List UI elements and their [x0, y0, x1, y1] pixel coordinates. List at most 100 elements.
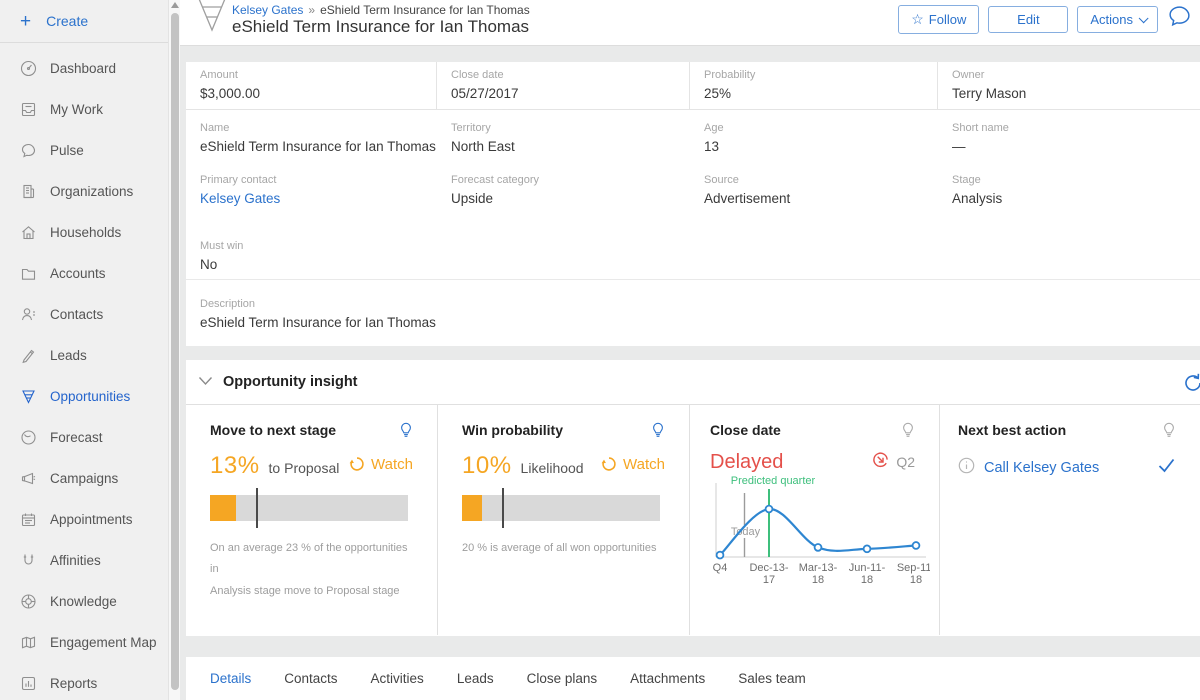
svg-text:17: 17 [763, 574, 775, 586]
star-icon: ☆ [911, 10, 924, 27]
average-marker [255, 488, 258, 528]
create-button[interactable]: + Create [0, 0, 180, 43]
info-icon[interactable] [958, 457, 975, 479]
sidebar-item-my-work[interactable]: My Work [0, 89, 180, 130]
watch-button[interactable]: Watch [600, 455, 665, 473]
sidebar-item-label: Households [50, 225, 122, 240]
win-probability-percent: 10% [462, 452, 512, 479]
average-marker [501, 488, 504, 528]
sidebar-item-appointments[interactable]: Appointments [0, 499, 180, 540]
chevron-down-icon [1138, 12, 1149, 23]
tab-contacts[interactable]: Contacts [284, 671, 338, 686]
breadcrumb-current: eShield Term Insurance for Ian Thomas [320, 3, 530, 17]
plus-icon: + [20, 10, 32, 32]
my-work-icon [20, 101, 37, 118]
sidebar-item-households[interactable]: Households [0, 212, 180, 253]
breadcrumb-link[interactable]: Kelsey Gates [232, 3, 304, 17]
tab-sales-team[interactable]: Sales team [738, 671, 806, 686]
insight-title: Opportunity insight [223, 374, 358, 390]
actions-button[interactable]: Actions [1077, 5, 1158, 33]
win-caption: 20 % is average of all won opportunities [462, 542, 657, 554]
field-forecast-category: Forecast category Upside [451, 174, 540, 206]
delayed-arrow-icon [871, 450, 890, 474]
sidebar-item-label: Leads [50, 348, 87, 363]
sidebar-item-label: Opportunities [50, 389, 131, 404]
chat-icon[interactable] [1167, 4, 1192, 34]
sidebar-item-campaigns[interactable]: Campaigns [0, 458, 180, 499]
field-probability: Probability 25% [690, 62, 938, 109]
sidebar-item-label: Organizations [50, 184, 134, 199]
opportunity-insight-panel: Opportunity insight Move to next stage 1… [186, 360, 1200, 636]
bulb-icon [651, 422, 665, 443]
appointments-icon [20, 511, 37, 528]
record-tabbar: Details Contacts Activities Leads Close plan… [186, 657, 1200, 700]
opportunity-funnel-icon [194, 0, 230, 39]
record-header: Kelsey Gates» eShield Term Insurance for … [180, 0, 1200, 46]
insight-header: Opportunity insight [186, 360, 1200, 405]
accounts-icon [20, 265, 37, 282]
sidebar-item-label: Accounts [50, 266, 106, 281]
close-date-status: Delayed [710, 450, 784, 473]
sidebar-item-label: Knowledge [50, 594, 117, 609]
progress-fill [210, 495, 236, 521]
svg-text:18: 18 [861, 574, 873, 586]
tab-details[interactable]: Details [210, 671, 252, 686]
tab-activities[interactable]: Activities [370, 671, 424, 686]
sidebar-item-contacts[interactable]: Contacts [0, 294, 180, 335]
sidebar-item-knowledge[interactable]: Knowledge [0, 581, 180, 622]
sidebar-item-label: Engagement Map [50, 635, 157, 650]
follow-button[interactable]: ☆ Follow [898, 4, 980, 34]
scrollbar-thumb[interactable] [171, 13, 179, 690]
knowledge-icon [20, 593, 37, 610]
sidebar-item-organizations[interactable]: Organizations [0, 171, 180, 212]
sidebar-item-reports[interactable]: Reports [0, 663, 180, 700]
field-age: Age 13 [704, 122, 724, 154]
next-best-action-link[interactable]: Call Kelsey Gates [984, 460, 1100, 476]
tab-attachments[interactable]: Attachments [630, 671, 706, 686]
insight-card-win-probability: Win probability 10% Likelihood Watch [438, 405, 690, 635]
tab-close-plans[interactable]: Close plans [526, 671, 598, 686]
stage-caption: On an average 23 % of the opportunities … [210, 542, 408, 597]
sidebar-scrollbar[interactable] [168, 0, 180, 700]
sidebar-item-label: Affinities [50, 553, 101, 568]
sidebar-item-opportunities[interactable]: Opportunities [0, 376, 180, 417]
reports-icon [20, 675, 37, 692]
close-date-chart: Today Predicted quarter Q4 Dec-13- 17 Mar-13-… [698, 475, 936, 594]
sidebar-item-affinities[interactable]: Affinities [0, 540, 180, 581]
predicted-quarter-label: Q2 [896, 454, 915, 470]
field-description: Description eShield Term Insurance for I… [200, 298, 436, 330]
sidebar-item-pulse[interactable]: Pulse [0, 130, 180, 171]
stage-progress-bar [210, 488, 408, 528]
contacts-icon [20, 306, 37, 323]
check-icon[interactable] [1157, 457, 1176, 479]
sidebar-item-forecast[interactable]: Forecast [0, 417, 180, 458]
engagement-map-icon [20, 634, 37, 651]
field-stage: Stage Analysis [952, 174, 1003, 206]
field-source: Source Advertisement [704, 174, 791, 206]
sidebar-item-label: My Work [50, 102, 103, 117]
watch-button[interactable]: Watch [348, 455, 413, 473]
main-area: Kelsey Gates» eShield Term Insurance for … [180, 0, 1200, 700]
svg-text:18: 18 [910, 574, 922, 586]
primary-contact-link[interactable]: Kelsey Gates [200, 191, 281, 206]
field-name: Name eShield Term Insurance for Ian Thom… [200, 122, 436, 154]
sidebar-item-dashboard[interactable]: Dashboard [0, 48, 180, 89]
affinities-icon [20, 552, 37, 569]
sidebar-menu: Dashboard My Work Pulse Organizations Househ… [0, 43, 180, 700]
sidebar-item-label: Reports [50, 676, 98, 691]
edit-button[interactable]: Edit [988, 5, 1069, 33]
sidebar-item-label: Campaigns [50, 471, 119, 486]
collapse-chevron-icon[interactable] [198, 373, 213, 391]
sidebar-item-leads[interactable]: Leads [0, 335, 180, 376]
svg-text:Predicted quarter: Predicted quarter [731, 475, 816, 487]
field-territory: Territory North East [451, 122, 515, 154]
sidebar-item-engagement-map[interactable]: Engagement Map [0, 622, 180, 663]
refresh-icon[interactable] [1182, 372, 1200, 399]
sidebar-item-accounts[interactable]: Accounts [0, 253, 180, 294]
bulb-icon [399, 422, 413, 443]
scroll-up-arrow-icon[interactable] [171, 2, 179, 8]
campaigns-icon [20, 470, 37, 487]
tab-leads[interactable]: Leads [456, 671, 494, 686]
pulse-icon [20, 142, 37, 159]
forecast-icon [20, 429, 37, 446]
